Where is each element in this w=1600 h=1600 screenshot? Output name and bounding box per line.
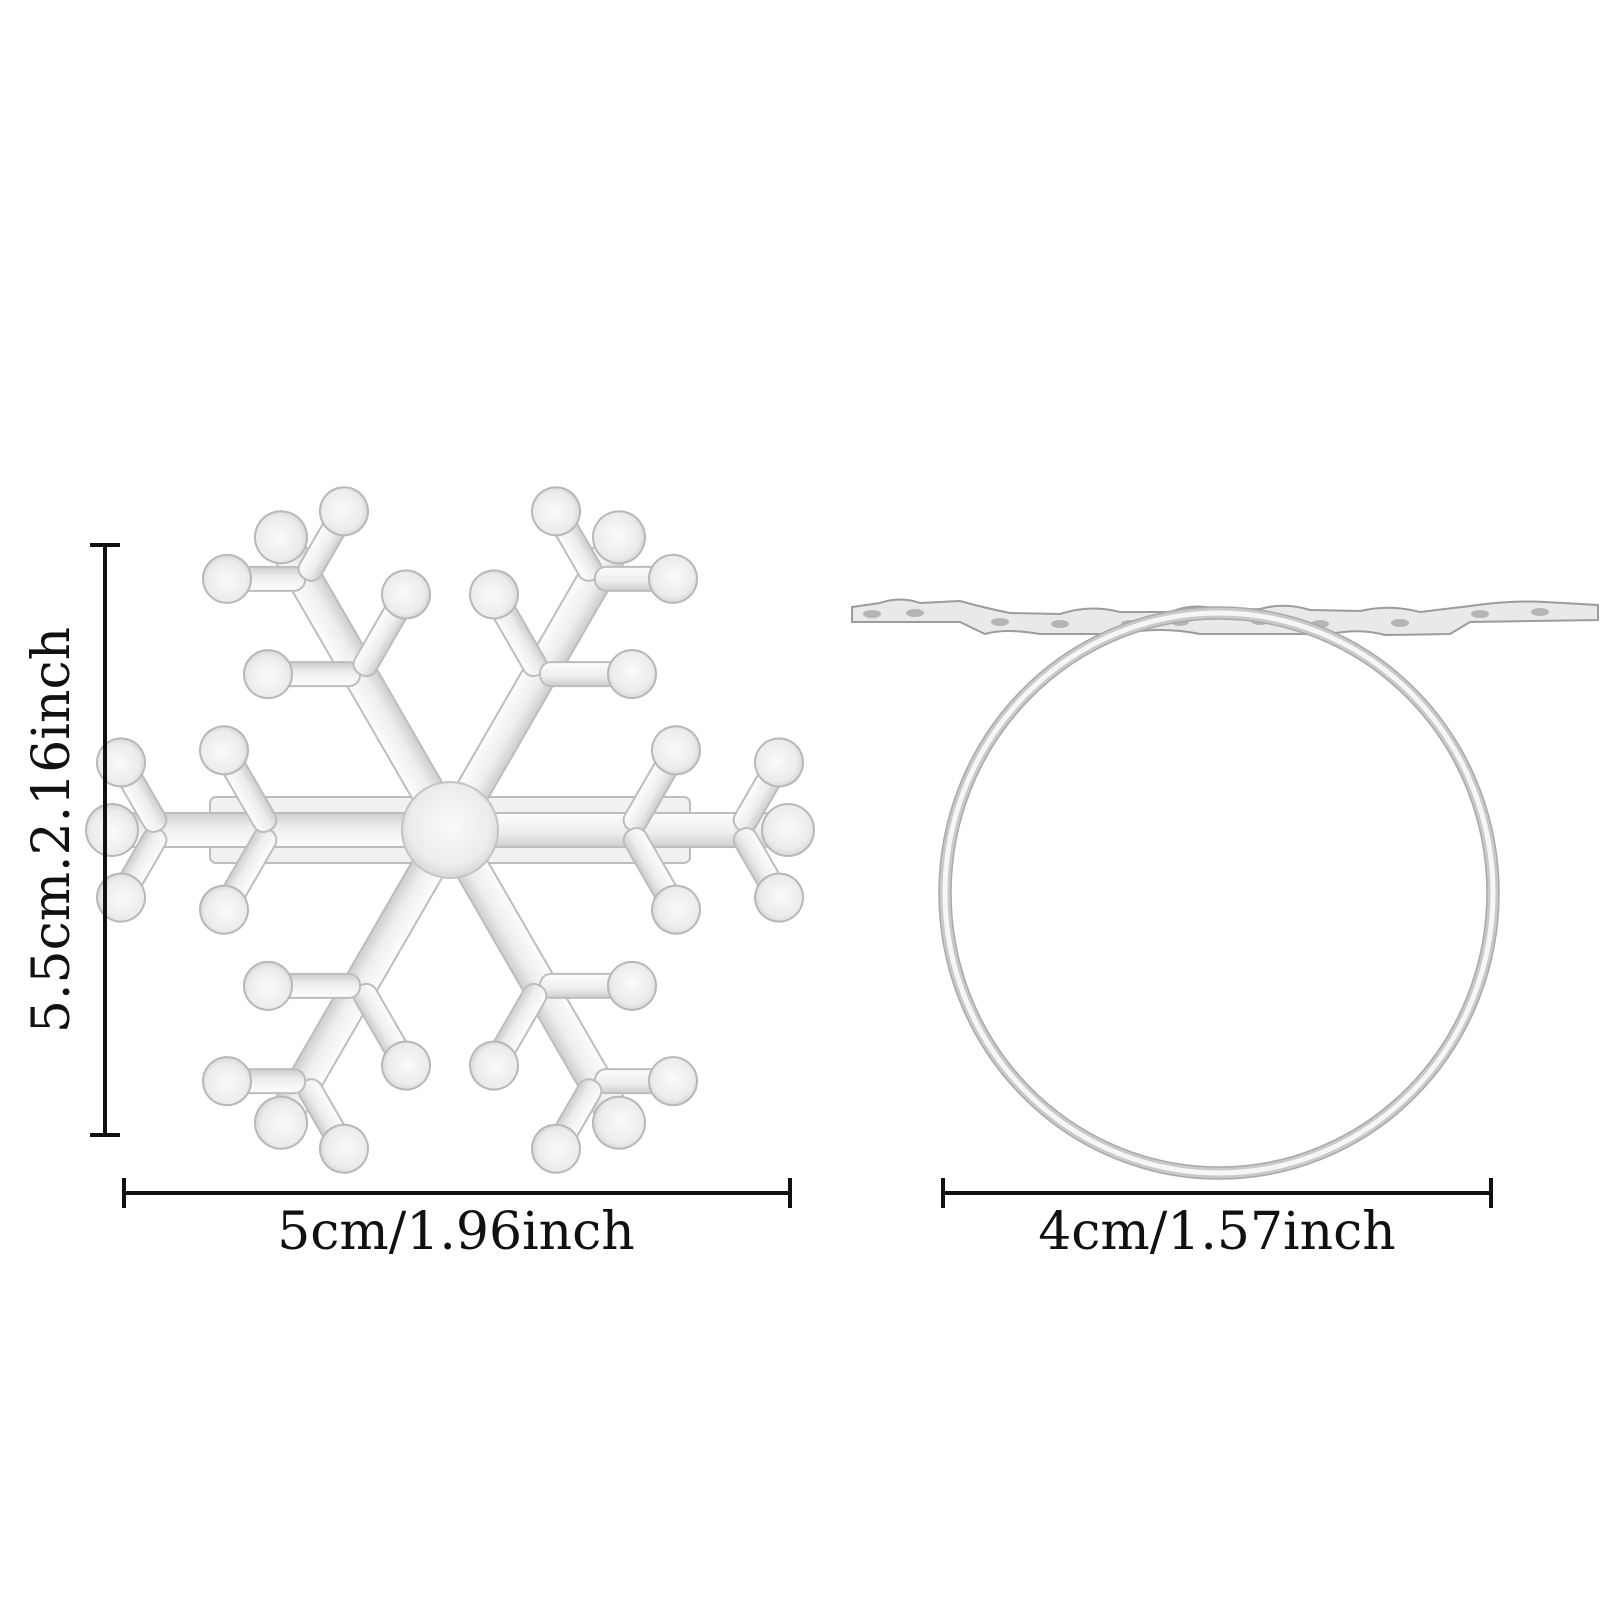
width-label: 5cm/1.96inch (277, 1202, 635, 1262)
height-label: 5.5cm.2.16inch (22, 626, 82, 1034)
snowflake-front-view (85, 457, 815, 1203)
ring-diameter-dimension-line (941, 1178, 1493, 1208)
ring-diameter-label: 4cm/1.57inch (1038, 1202, 1396, 1262)
snowflake-side-view (851, 598, 1599, 1180)
height-dimension-line (90, 543, 120, 1137)
width-dimension-line (122, 1178, 792, 1208)
